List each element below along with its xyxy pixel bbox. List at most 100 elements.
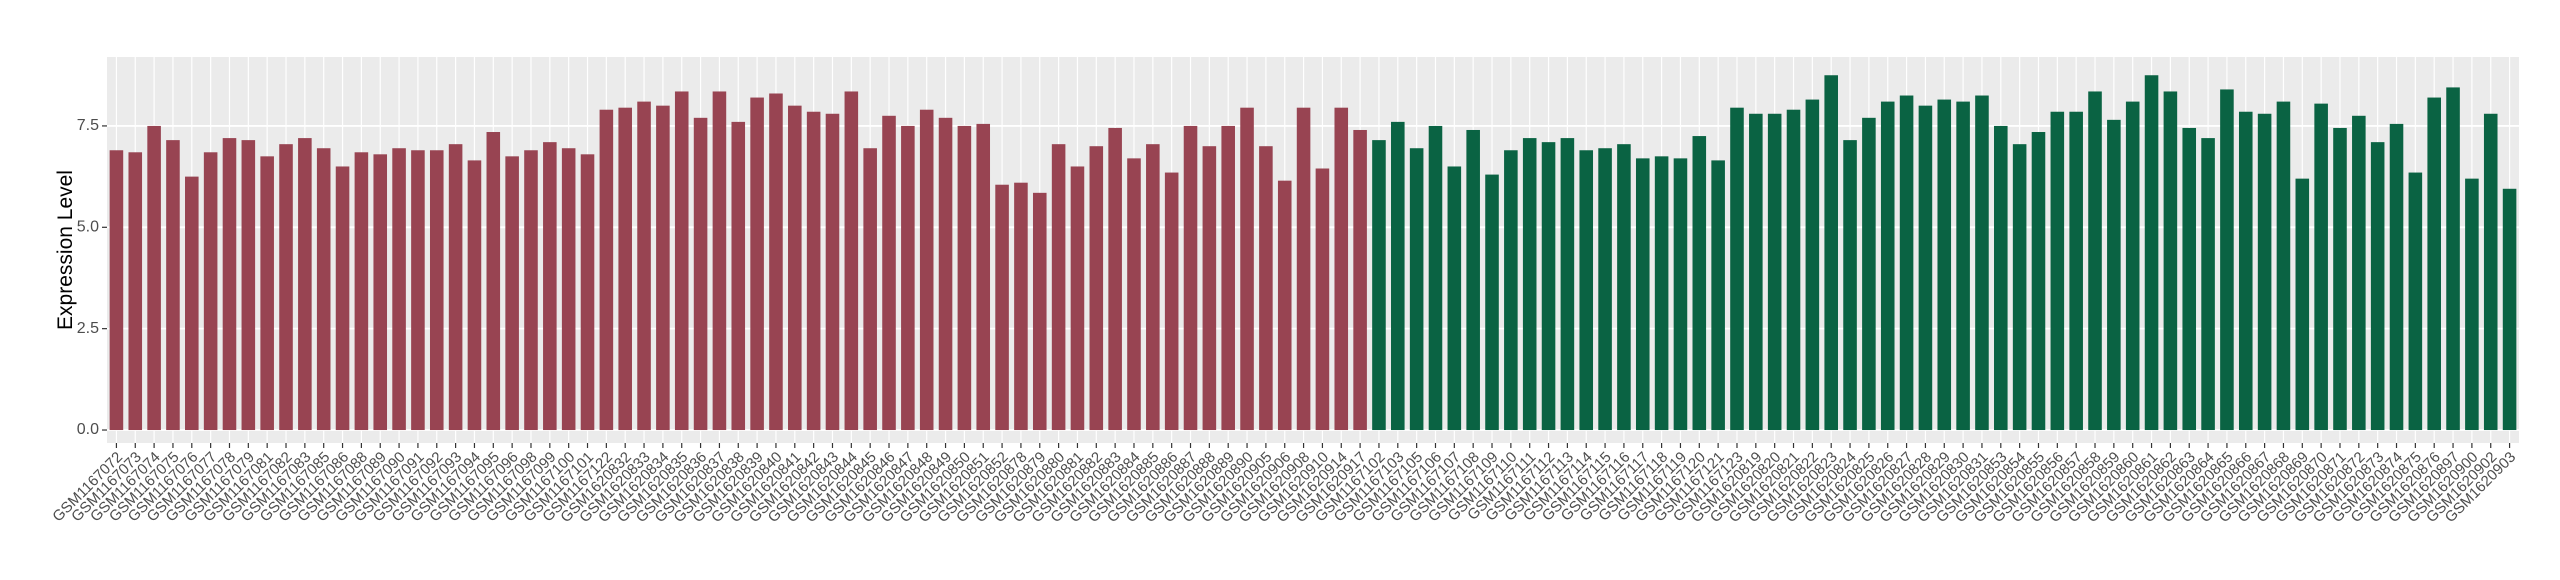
bar: [769, 93, 783, 431]
bar: [1730, 107, 1744, 431]
bar: [2314, 103, 2328, 431]
bar: [448, 144, 463, 431]
bar: [2389, 123, 2404, 431]
bar: [2220, 89, 2234, 431]
bar: [373, 154, 388, 431]
bar: [2408, 172, 2423, 431]
bar: [1786, 109, 1801, 431]
bar: [1918, 105, 1933, 431]
bar: [1598, 148, 1612, 431]
bar: [1937, 99, 1952, 431]
bar: [1635, 158, 1650, 431]
bar: [1975, 95, 1989, 431]
bar: [1183, 125, 1198, 431]
bar: [2088, 91, 2102, 431]
bar: [2031, 132, 2046, 431]
bar: [1353, 129, 1367, 431]
bar: [1673, 158, 1688, 431]
bar: [2257, 113, 2272, 431]
bar: [957, 125, 972, 431]
bar: [1051, 144, 1066, 431]
bar: [1428, 125, 1443, 431]
bar: [486, 132, 501, 431]
bar: [656, 105, 670, 431]
bar: [203, 152, 218, 431]
bar: [1221, 125, 1235, 431]
bar: [1334, 107, 1349, 431]
bar: [618, 107, 632, 431]
bar: [1447, 166, 1462, 431]
bar: [166, 140, 180, 431]
bar: [1579, 150, 1594, 431]
bar: [2182, 127, 2197, 431]
bar: [2446, 87, 2460, 431]
bar: [1843, 140, 1857, 431]
bar: [693, 117, 708, 431]
y-tick-label: 0.0: [77, 421, 99, 438]
bar: [543, 142, 557, 431]
bar: [580, 154, 595, 431]
bar: [995, 184, 1009, 431]
bar: [2352, 115, 2366, 431]
bar: [1240, 107, 1254, 431]
bar: [335, 166, 350, 431]
bar: [1692, 136, 1707, 431]
bar: [674, 91, 689, 431]
bar: [976, 123, 991, 431]
bar: [2050, 111, 2065, 431]
bar: [2107, 119, 2121, 431]
bar: [1409, 148, 1424, 431]
bar: [1315, 168, 1330, 431]
bar: [938, 117, 953, 431]
bar: [1164, 172, 1179, 431]
bar: [1070, 166, 1085, 431]
bar: [2125, 101, 2140, 431]
bar: [1541, 142, 1556, 431]
bar: [2333, 127, 2347, 431]
bar: [128, 152, 143, 431]
bar: [2201, 138, 2215, 431]
bar: [1296, 107, 1311, 431]
bar: [825, 113, 840, 431]
bar: [844, 91, 859, 431]
bar: [1654, 156, 1669, 431]
y-axis-title: Expression Level: [54, 170, 77, 330]
bar: [2276, 101, 2291, 431]
bar: [1560, 138, 1575, 431]
bar: [2069, 111, 2083, 431]
bar: [712, 91, 727, 431]
bar: [505, 156, 519, 431]
bar: [1711, 160, 1725, 431]
bar: [1202, 146, 1217, 431]
bar: [2295, 178, 2310, 431]
bar: [1994, 125, 2008, 431]
bar: [2465, 178, 2479, 431]
bar: [1899, 95, 1914, 431]
bar: [1485, 174, 1499, 431]
bar: [392, 148, 406, 431]
bar: [1466, 129, 1480, 431]
bar: [1032, 192, 1047, 431]
bar: [467, 160, 482, 431]
bar: [1089, 146, 1104, 431]
bar: [260, 156, 274, 431]
bar: [1277, 180, 1292, 431]
y-tick-label: 7.5: [77, 117, 99, 134]
y-tick-label: 2.5: [77, 320, 99, 337]
bar: [1824, 75, 1838, 431]
y-tick-label: 5.0: [77, 219, 99, 236]
bar: [1862, 117, 1876, 431]
bar: [599, 109, 614, 431]
bar: [788, 105, 802, 431]
bar: [637, 101, 651, 431]
bar: [1504, 150, 1518, 431]
bar: [1146, 144, 1160, 431]
bar: [1767, 113, 1782, 431]
bar: [1108, 127, 1122, 431]
bar: [411, 150, 425, 431]
bar: [1127, 158, 1141, 431]
bar: [561, 148, 576, 431]
bar: [279, 144, 293, 431]
